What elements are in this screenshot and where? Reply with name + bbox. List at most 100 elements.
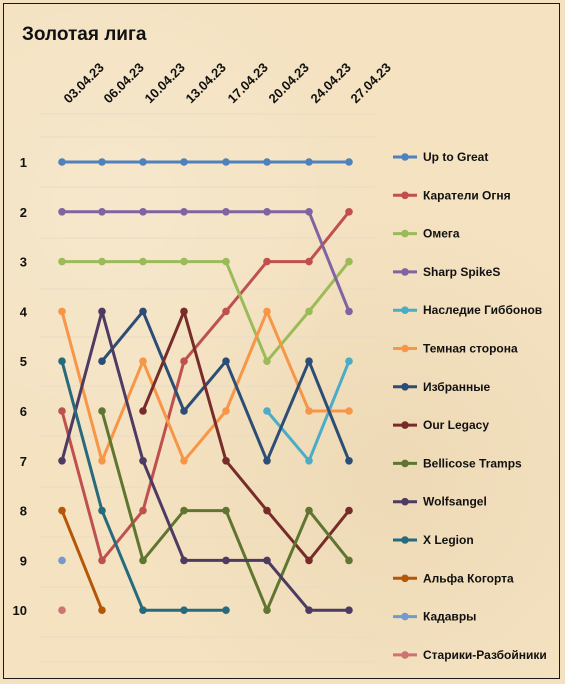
data-point: [305, 457, 313, 465]
data-point: [263, 506, 271, 515]
data-point: [58, 457, 66, 465]
data-point: [139, 457, 147, 465]
y-tick-label: 2: [20, 205, 27, 220]
series-3: [58, 208, 353, 316]
legend-swatch-marker: [401, 612, 409, 621]
series-5: [58, 307, 353, 465]
legend-label: Up to Great: [423, 150, 488, 164]
legend-label: X Legion: [423, 533, 474, 547]
data-point: [180, 208, 188, 216]
series-line: [60, 309, 351, 612]
data-point: [263, 556, 271, 565]
data-point: [180, 407, 188, 415]
data-point: [58, 506, 66, 515]
data-point: [222, 158, 230, 166]
data-point: [98, 506, 106, 515]
data-point: [345, 457, 353, 465]
legend-item: Our Legacy: [393, 418, 489, 432]
data-point: [263, 606, 271, 614]
data-point: [58, 208, 66, 216]
legend-label: Sharp SpikeS: [423, 265, 500, 279]
data-point: [305, 357, 313, 366]
legend-item: Up to Great: [393, 150, 488, 164]
legend-swatch-marker: [401, 191, 409, 200]
legend-swatch-marker: [401, 574, 409, 583]
legend-item: Избранные: [393, 380, 490, 394]
y-tick-label: 8: [20, 504, 27, 519]
series-12: [58, 556, 66, 565]
y-tick-label: 1: [20, 155, 27, 170]
data-point: [263, 407, 271, 415]
data-point: [58, 257, 66, 266]
data-point: [98, 307, 106, 316]
series-line: [60, 309, 351, 463]
x-tick-label: 27.04.23: [348, 60, 394, 106]
data-point: [263, 158, 271, 166]
data-point: [263, 357, 271, 366]
legend-label: Кадавры: [423, 610, 476, 624]
series-lines: [58, 158, 353, 614]
data-point: [345, 208, 353, 216]
legend-item: Наследие Гиббонов: [393, 303, 542, 317]
data-point: [98, 457, 106, 465]
legend-item: Bellicose Tramps: [393, 456, 522, 470]
data-point: [98, 606, 106, 614]
series-9: [58, 307, 353, 614]
data-point: [58, 307, 66, 316]
legend-item: Темная сторона: [393, 342, 518, 356]
data-point: [222, 606, 230, 614]
series-line: [141, 309, 351, 562]
legend-swatch-marker: [401, 306, 409, 315]
data-point: [139, 506, 147, 515]
data-point: [345, 257, 353, 266]
data-point: [98, 407, 106, 415]
series-line: [60, 509, 104, 612]
data-point: [305, 506, 313, 515]
data-point: [305, 208, 313, 216]
legend-item: Альфа Когорта: [393, 571, 514, 585]
legend-swatch-marker: [401, 536, 409, 544]
data-point: [263, 457, 271, 465]
data-point: [139, 606, 147, 614]
series-13: [58, 606, 66, 614]
legend-swatch-marker: [401, 344, 409, 353]
data-point: [58, 556, 66, 565]
legend-swatch-marker: [401, 421, 409, 429]
series-8: [98, 407, 353, 614]
legend-swatch-marker: [401, 497, 409, 506]
data-point: [345, 606, 353, 614]
legend-swatch-marker: [401, 229, 409, 238]
legend-label: Избранные: [423, 380, 490, 394]
x-tick-label: 13.04.23: [183, 60, 229, 106]
series-11: [58, 506, 106, 614]
data-point: [345, 307, 353, 316]
y-tick-label: 4: [20, 304, 28, 319]
data-point: [345, 158, 353, 166]
legend-label: Bellicose Tramps: [423, 456, 522, 470]
x-tick-label: 03.04.23: [61, 60, 107, 106]
data-point: [180, 457, 188, 465]
legend-item: Старики-Разбойники: [393, 648, 547, 662]
series-6: [98, 307, 353, 465]
data-point: [305, 556, 313, 565]
legend-item: Омега: [393, 227, 460, 241]
legend-swatch-marker: [401, 268, 409, 276]
series-7: [139, 307, 353, 565]
data-point: [345, 506, 353, 515]
chart-title: Золотая лига: [22, 24, 147, 45]
series-line: [60, 210, 351, 313]
data-point: [345, 556, 353, 565]
series-0: [58, 158, 353, 166]
legend-item: Sharp SpikeS: [393, 265, 500, 279]
data-point: [222, 208, 230, 216]
data-point: [139, 556, 147, 565]
legend-item: Wolfsangel: [393, 495, 487, 509]
data-point: [180, 257, 188, 266]
data-point: [139, 357, 147, 366]
series-line: [60, 260, 351, 363]
data-point: [98, 357, 106, 366]
data-point: [139, 257, 147, 266]
y-tick-label: 7: [20, 454, 27, 469]
data-point: [180, 556, 188, 565]
